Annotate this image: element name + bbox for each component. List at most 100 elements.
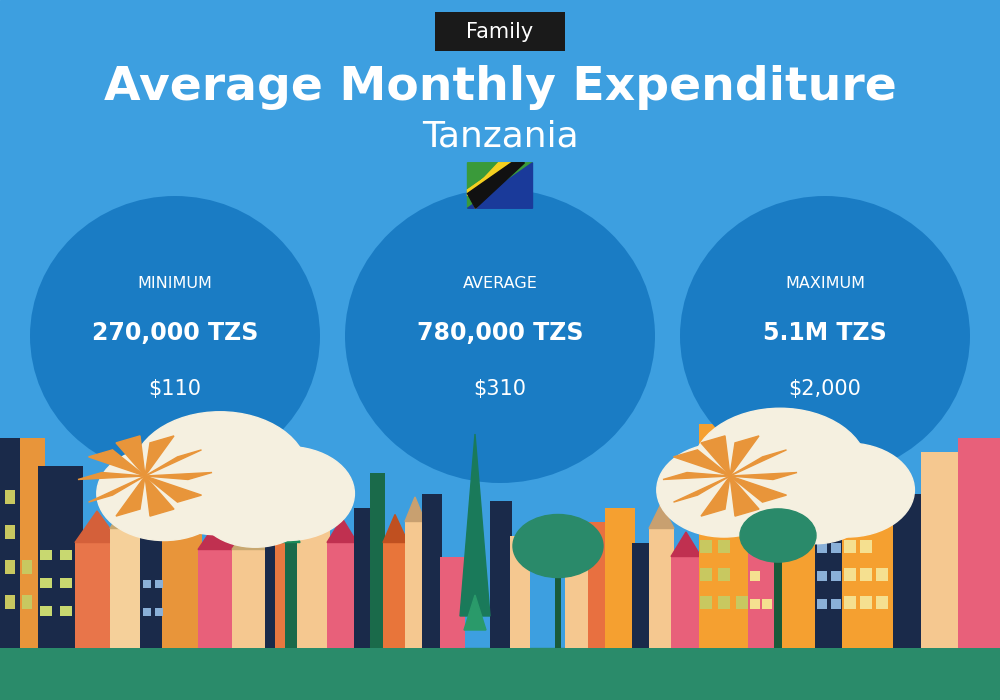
Bar <box>0 438 45 648</box>
Bar <box>700 540 712 553</box>
Polygon shape <box>730 436 759 476</box>
Bar <box>718 596 730 609</box>
Bar <box>817 598 827 609</box>
Bar <box>860 568 872 581</box>
Bar <box>718 540 730 553</box>
Polygon shape <box>663 473 730 480</box>
Bar <box>0 438 20 648</box>
Ellipse shape <box>345 189 655 483</box>
Bar <box>40 606 52 616</box>
Bar <box>815 508 845 648</box>
Polygon shape <box>116 476 145 516</box>
Bar <box>232 550 270 648</box>
Bar <box>327 542 357 648</box>
Polygon shape <box>327 518 357 542</box>
Bar <box>736 596 748 609</box>
Circle shape <box>198 467 313 547</box>
Bar <box>774 550 782 648</box>
Bar <box>5 525 15 539</box>
Bar <box>265 438 277 648</box>
Polygon shape <box>701 436 730 476</box>
Bar <box>817 542 827 553</box>
Polygon shape <box>468 163 532 209</box>
Bar <box>510 536 530 648</box>
Bar <box>588 522 606 648</box>
Bar <box>699 424 754 648</box>
Text: $110: $110 <box>148 379 202 398</box>
Bar <box>162 514 202 648</box>
Bar <box>844 540 856 553</box>
Text: Family: Family <box>466 22 534 41</box>
Bar <box>22 560 32 574</box>
Bar <box>649 528 674 648</box>
Polygon shape <box>89 476 145 502</box>
Bar <box>22 595 32 609</box>
Bar <box>275 466 283 648</box>
Bar <box>750 598 760 609</box>
Bar <box>281 480 289 648</box>
Polygon shape <box>145 476 174 516</box>
Polygon shape <box>145 473 212 480</box>
Polygon shape <box>75 511 120 542</box>
Bar <box>876 596 888 609</box>
Circle shape <box>780 443 914 537</box>
Bar <box>778 466 818 648</box>
Bar <box>958 438 1000 648</box>
Text: $2,000: $2,000 <box>789 379 861 398</box>
Bar <box>700 596 712 609</box>
Bar <box>565 550 590 648</box>
Bar <box>860 540 872 553</box>
Bar <box>198 550 236 648</box>
Bar <box>75 542 120 648</box>
Polygon shape <box>89 450 145 476</box>
Circle shape <box>740 509 816 562</box>
Bar <box>844 596 856 609</box>
Bar <box>831 598 841 609</box>
Polygon shape <box>110 500 145 528</box>
Polygon shape <box>730 476 786 502</box>
Circle shape <box>97 447 231 540</box>
Polygon shape <box>674 476 730 502</box>
Polygon shape <box>464 595 486 630</box>
Polygon shape <box>78 473 145 480</box>
Circle shape <box>692 408 868 531</box>
Circle shape <box>513 514 603 578</box>
Polygon shape <box>671 532 701 556</box>
Polygon shape <box>383 514 408 542</box>
Bar <box>844 568 856 581</box>
Polygon shape <box>405 497 425 522</box>
Polygon shape <box>730 450 786 476</box>
Polygon shape <box>468 163 506 195</box>
Polygon shape <box>198 522 236 550</box>
Bar <box>700 512 712 525</box>
Bar <box>40 578 52 588</box>
Bar <box>831 570 841 581</box>
Bar <box>671 556 701 648</box>
Text: 780,000 TZS: 780,000 TZS <box>417 321 583 344</box>
Bar <box>383 542 408 648</box>
Ellipse shape <box>30 196 320 476</box>
Bar <box>893 494 923 648</box>
Bar <box>762 598 772 609</box>
Bar <box>921 452 961 648</box>
Text: AVERAGE: AVERAGE <box>463 276 537 291</box>
Bar <box>143 580 151 588</box>
Polygon shape <box>468 163 524 209</box>
Ellipse shape <box>680 196 970 476</box>
Text: Tanzania: Tanzania <box>422 120 578 153</box>
Polygon shape <box>468 163 532 209</box>
Bar <box>860 596 872 609</box>
Bar <box>555 550 561 648</box>
Bar <box>5 490 15 504</box>
Polygon shape <box>460 434 490 616</box>
Text: $310: $310 <box>474 379 526 398</box>
Bar <box>817 570 827 581</box>
Polygon shape <box>730 473 797 480</box>
Circle shape <box>758 463 873 544</box>
Bar <box>60 606 72 616</box>
Bar <box>5 595 15 609</box>
Bar <box>842 402 897 648</box>
Bar <box>440 556 465 648</box>
Bar <box>155 608 163 616</box>
Polygon shape <box>279 490 303 528</box>
